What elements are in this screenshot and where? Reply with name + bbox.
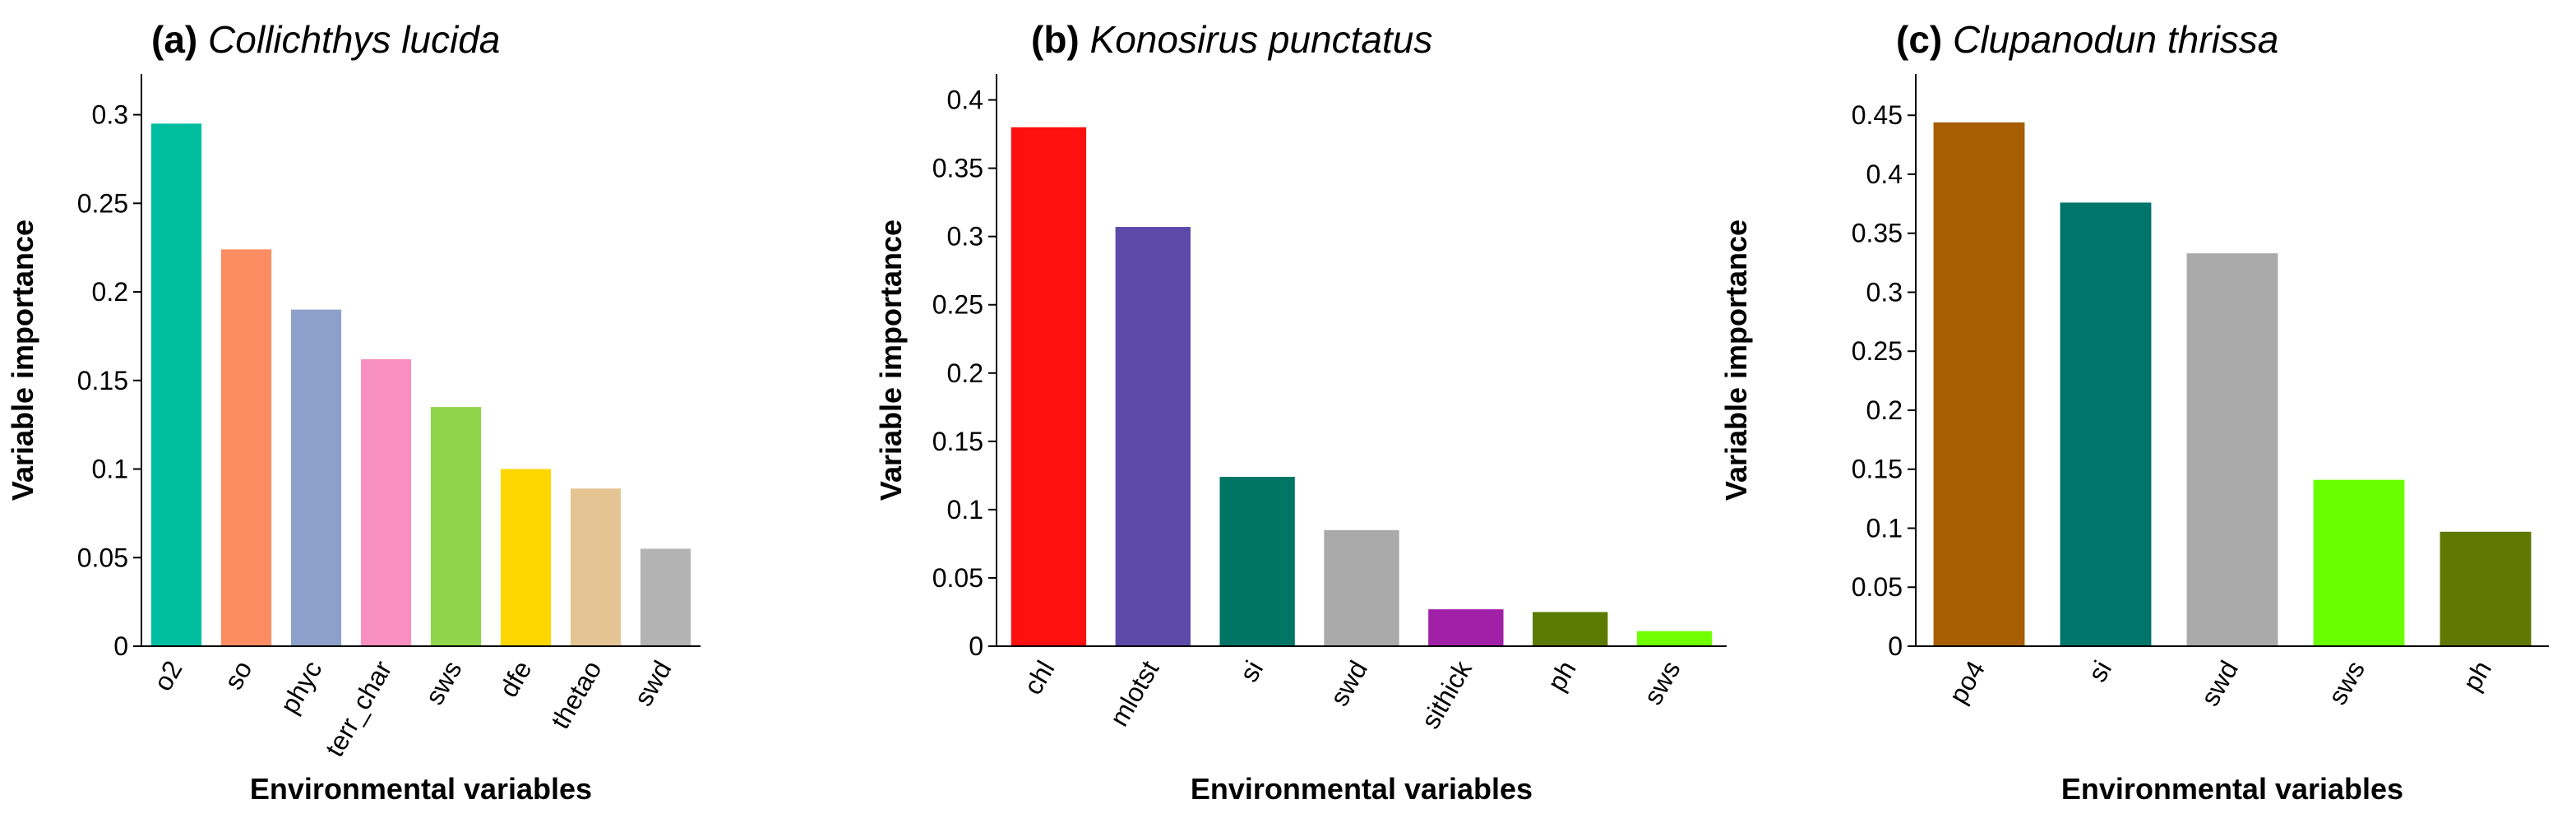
y-axis-title: Variable importance	[874, 220, 908, 501]
bar	[570, 488, 622, 646]
bar	[290, 309, 342, 646]
title-text: Konosirus punctatus	[1090, 18, 1433, 61]
y-tick-label: 0.25	[932, 290, 983, 320]
y-tick-label: 0	[113, 631, 128, 661]
bar	[1115, 227, 1191, 646]
y-tick-label: 0.2	[92, 277, 128, 307]
bar	[220, 249, 272, 646]
panel-label: (c)	[1896, 18, 1942, 61]
x-axis-title: Environmental variables	[1191, 772, 1533, 806]
y-tick-label: 0.2	[947, 358, 983, 388]
y-tick-label: 0.3	[947, 222, 983, 252]
panel: (b) Konosirus punctatus Variable importan…	[874, 18, 1727, 806]
x-tick-label: po4	[1943, 656, 1991, 709]
bar	[1324, 529, 1399, 646]
panel: (c) Clupanodun thrissa Variable importanc…	[1719, 18, 2549, 806]
x-tick-label: sws	[1638, 655, 1686, 709]
bar	[2186, 253, 2278, 646]
x-tick-label: phyc	[275, 656, 328, 719]
bar	[2060, 202, 2152, 646]
x-tick-label: swd	[2194, 656, 2244, 711]
x-axis-title: Environmental variables	[2061, 772, 2403, 806]
bar	[640, 548, 691, 646]
x-tick-label: o2	[148, 656, 188, 696]
bar	[1219, 477, 1295, 646]
chart-title: (a) Collichthys lucida	[151, 18, 500, 61]
y-tick-label: 0.05	[1852, 572, 1903, 602]
x-tick-label: mlotst	[1103, 655, 1164, 731]
x-tick-label: thetao	[545, 656, 608, 734]
chart-title: (b) Konosirus punctatus	[1031, 18, 1432, 61]
x-tick-label: swd	[628, 656, 678, 711]
x-tick-label: sws	[2322, 656, 2370, 710]
x-tick-label: chl	[1018, 656, 1061, 700]
x-tick-label: ph	[2457, 656, 2497, 696]
bar	[500, 469, 552, 646]
y-tick-label: 0.25	[1852, 336, 1903, 366]
y-tick-label: 0.1	[947, 495, 983, 525]
y-tick-label: 0	[969, 631, 983, 661]
y-tick-label: 0.45	[1852, 100, 1903, 130]
x-tick-label: so	[218, 656, 257, 695]
y-tick-label: 0.1	[92, 455, 128, 484]
panel-label: (b)	[1031, 18, 1080, 61]
y-tick-label: 0.1	[1866, 513, 1903, 543]
bar	[1011, 127, 1087, 646]
y-tick-label: 0.05	[932, 563, 983, 593]
x-axis-title: Environmental variables	[250, 772, 592, 806]
y-tick-label: 0.05	[77, 543, 128, 572]
y-tick-label: 0.4	[947, 85, 983, 115]
x-tick-label: dfe	[493, 656, 537, 703]
y-tick-label: 0	[1888, 631, 1903, 661]
bar	[2313, 479, 2405, 646]
y-tick-label: 0.35	[932, 154, 983, 183]
panel: (a) Collichthys lucida Variable importanc…	[6, 18, 701, 806]
y-tick-label: 0.4	[1866, 159, 1903, 189]
x-tick-label: sws	[419, 656, 468, 710]
title-text: Clupanodun thrissa	[1953, 18, 2278, 61]
y-tick-label: 0.15	[932, 427, 983, 456]
x-tick-label: swd	[1324, 656, 1373, 711]
y-tick-label: 0.15	[1852, 455, 1903, 484]
x-tick-label: ph	[1542, 656, 1582, 696]
bar	[2440, 531, 2532, 646]
y-tick-label: 0.15	[77, 366, 128, 395]
bar	[1933, 122, 2025, 647]
chart-title: (c) Clupanodun thrissa	[1896, 18, 2278, 61]
y-axis-title: Variable importance	[1719, 220, 1753, 501]
y-tick-label: 0.3	[1866, 277, 1903, 307]
y-tick-label: 0.2	[1866, 395, 1903, 425]
bar	[1636, 631, 1713, 646]
y-tick-label: 0.3	[92, 100, 128, 130]
title-text: Collichthys lucida	[208, 18, 500, 61]
y-tick-label: 0.35	[1852, 219, 1903, 248]
y-axis-title: Variable importance	[6, 220, 39, 501]
x-tick-label: terr_char	[319, 655, 397, 761]
bar	[1533, 612, 1608, 646]
bar	[430, 407, 482, 646]
panel-label: (a)	[151, 18, 197, 61]
x-tick-label: si	[1233, 656, 1269, 687]
bar	[360, 358, 412, 646]
bar	[150, 123, 202, 647]
bar	[1428, 609, 1504, 646]
x-tick-label: sithick	[1415, 655, 1478, 734]
y-tick-label: 0.25	[77, 188, 128, 218]
x-tick-label: si	[2082, 656, 2117, 687]
